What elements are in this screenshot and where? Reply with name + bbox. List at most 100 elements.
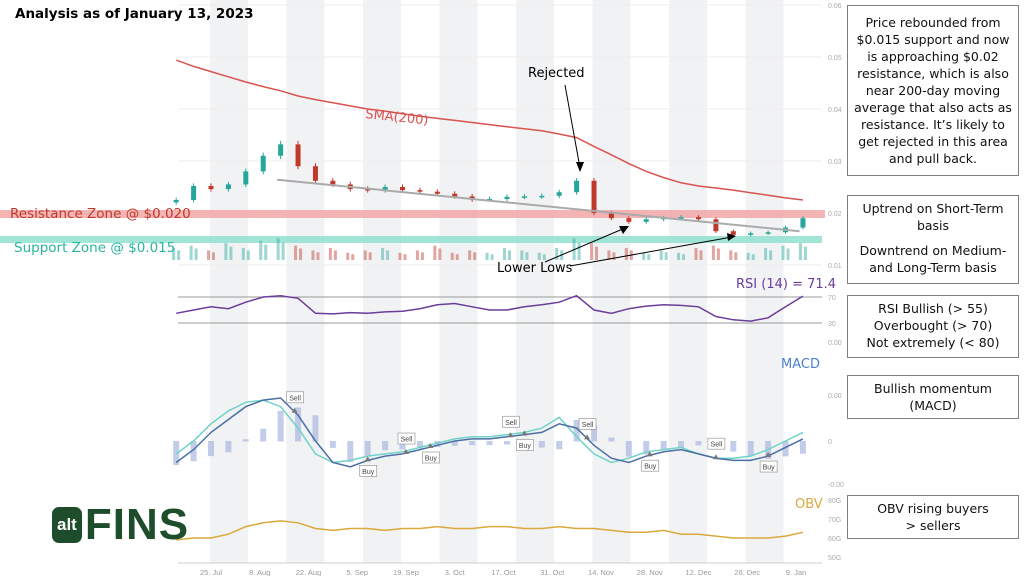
price-tick: 0.01 xyxy=(828,263,842,270)
macd-histogram-bar xyxy=(678,441,685,449)
signal-buy-label: Buy xyxy=(763,465,776,472)
price-tick: 0.03 xyxy=(828,159,842,166)
macd-histogram-bar xyxy=(312,415,319,442)
volume-bar xyxy=(468,250,472,260)
macd-histogram-bar xyxy=(695,441,702,446)
volume-bar xyxy=(189,245,193,260)
altfins-logo: alt FINS xyxy=(52,503,189,547)
volume-bar xyxy=(316,252,320,260)
date-tick: 5. Sep xyxy=(346,568,368,576)
candle xyxy=(208,185,214,190)
rejected-arrow xyxy=(564,84,584,172)
candle xyxy=(539,195,545,198)
volume-bar xyxy=(363,250,367,260)
week-band xyxy=(363,0,401,563)
candle xyxy=(452,193,458,197)
volume-bar xyxy=(485,252,489,260)
volume-bar xyxy=(403,254,407,260)
support-label: Support Zone @ $0.015 xyxy=(14,240,176,256)
rsi-label: RSI (14) = 71.4 xyxy=(736,277,837,292)
signal-buy-label: Buy xyxy=(644,464,657,471)
note-macd: Bullish momentum (MACD) xyxy=(847,375,1019,419)
week-band xyxy=(286,0,325,563)
macd-histogram-bar xyxy=(399,441,406,450)
volume-bar xyxy=(764,248,768,260)
price-tick: 0.06 xyxy=(828,3,842,10)
volume-bar xyxy=(386,250,390,260)
signal-marker xyxy=(402,449,409,455)
candle xyxy=(434,191,440,194)
candle xyxy=(591,180,597,213)
candle xyxy=(173,200,179,203)
volume-bar xyxy=(328,248,332,260)
volume-bar xyxy=(207,250,210,260)
candle xyxy=(521,196,527,198)
volume-bar xyxy=(455,254,459,260)
macd-histogram-bar xyxy=(730,441,737,452)
volume-bar xyxy=(525,252,529,260)
candle xyxy=(243,171,249,185)
page-title: Analysis as of January 13, 2023 xyxy=(15,6,254,22)
obv-tick: 50G xyxy=(828,555,841,562)
week-band xyxy=(516,0,554,563)
macd-histogram-bar xyxy=(660,441,667,450)
macd-histogram-bar xyxy=(573,419,580,442)
volume-bar xyxy=(520,250,524,260)
signal-tag xyxy=(759,460,778,473)
volume-bar xyxy=(276,238,280,260)
macd-histogram-bar xyxy=(643,441,650,455)
candle xyxy=(365,189,371,191)
macd-histogram-bar xyxy=(782,441,789,457)
date-tick: 25. Jul xyxy=(200,568,222,576)
macd-histogram-bar xyxy=(295,407,302,442)
macd-histogram-bar xyxy=(242,439,249,442)
candle xyxy=(643,219,649,222)
week-band xyxy=(210,0,248,563)
signal-sell-label: Sell xyxy=(505,420,517,427)
macd-histogram-bar xyxy=(382,441,389,451)
volume-bar xyxy=(682,254,686,260)
macd-line xyxy=(175,397,804,468)
obv-tick: 70G xyxy=(828,517,841,524)
volume-bar xyxy=(746,252,750,260)
signal-marker xyxy=(521,430,528,436)
signal-buy-label: Buy xyxy=(519,443,532,450)
macd-histogram-bar xyxy=(277,410,284,442)
volume-bar xyxy=(433,245,437,260)
lower-lows-label: Lower Lows xyxy=(497,261,573,276)
macd-histogram-bar xyxy=(416,441,423,449)
macd-histogram-bar xyxy=(208,441,214,457)
signal-marker xyxy=(364,456,371,462)
macd-tick: 0 xyxy=(828,439,832,446)
signal-marker xyxy=(765,452,772,458)
volume-bar xyxy=(381,248,385,260)
trendline xyxy=(277,178,800,233)
obv-label: OBV xyxy=(795,497,823,512)
candle xyxy=(312,166,318,181)
rsi-tick: 70 xyxy=(828,295,836,302)
volume-bar xyxy=(647,254,651,260)
signal-tag xyxy=(422,451,440,464)
volume-bar xyxy=(786,248,790,260)
volume-bar xyxy=(264,244,268,260)
candle xyxy=(713,219,719,232)
volume-bar xyxy=(555,248,559,260)
macd-histogram-bar xyxy=(364,441,371,456)
price-tick: 0.05 xyxy=(828,55,842,62)
macd-histogram-bar xyxy=(608,437,615,442)
signal-sell-label: Sell xyxy=(289,395,301,402)
volume-bar xyxy=(612,252,616,260)
candle xyxy=(748,233,754,235)
signal-buy-label: Buy xyxy=(362,469,375,476)
lower-lows-arrows xyxy=(544,226,736,267)
candle xyxy=(626,218,632,222)
volume-bar xyxy=(734,252,738,260)
signal-marker xyxy=(712,454,719,460)
volume-bar xyxy=(246,250,250,260)
resistance-label: Resistance Zone @ $0.020 xyxy=(10,206,191,222)
volume-bar xyxy=(177,250,181,260)
candle xyxy=(695,217,701,220)
price-tick: 0.02 xyxy=(828,211,842,218)
volume-bar xyxy=(781,245,785,260)
week-band xyxy=(439,0,478,563)
